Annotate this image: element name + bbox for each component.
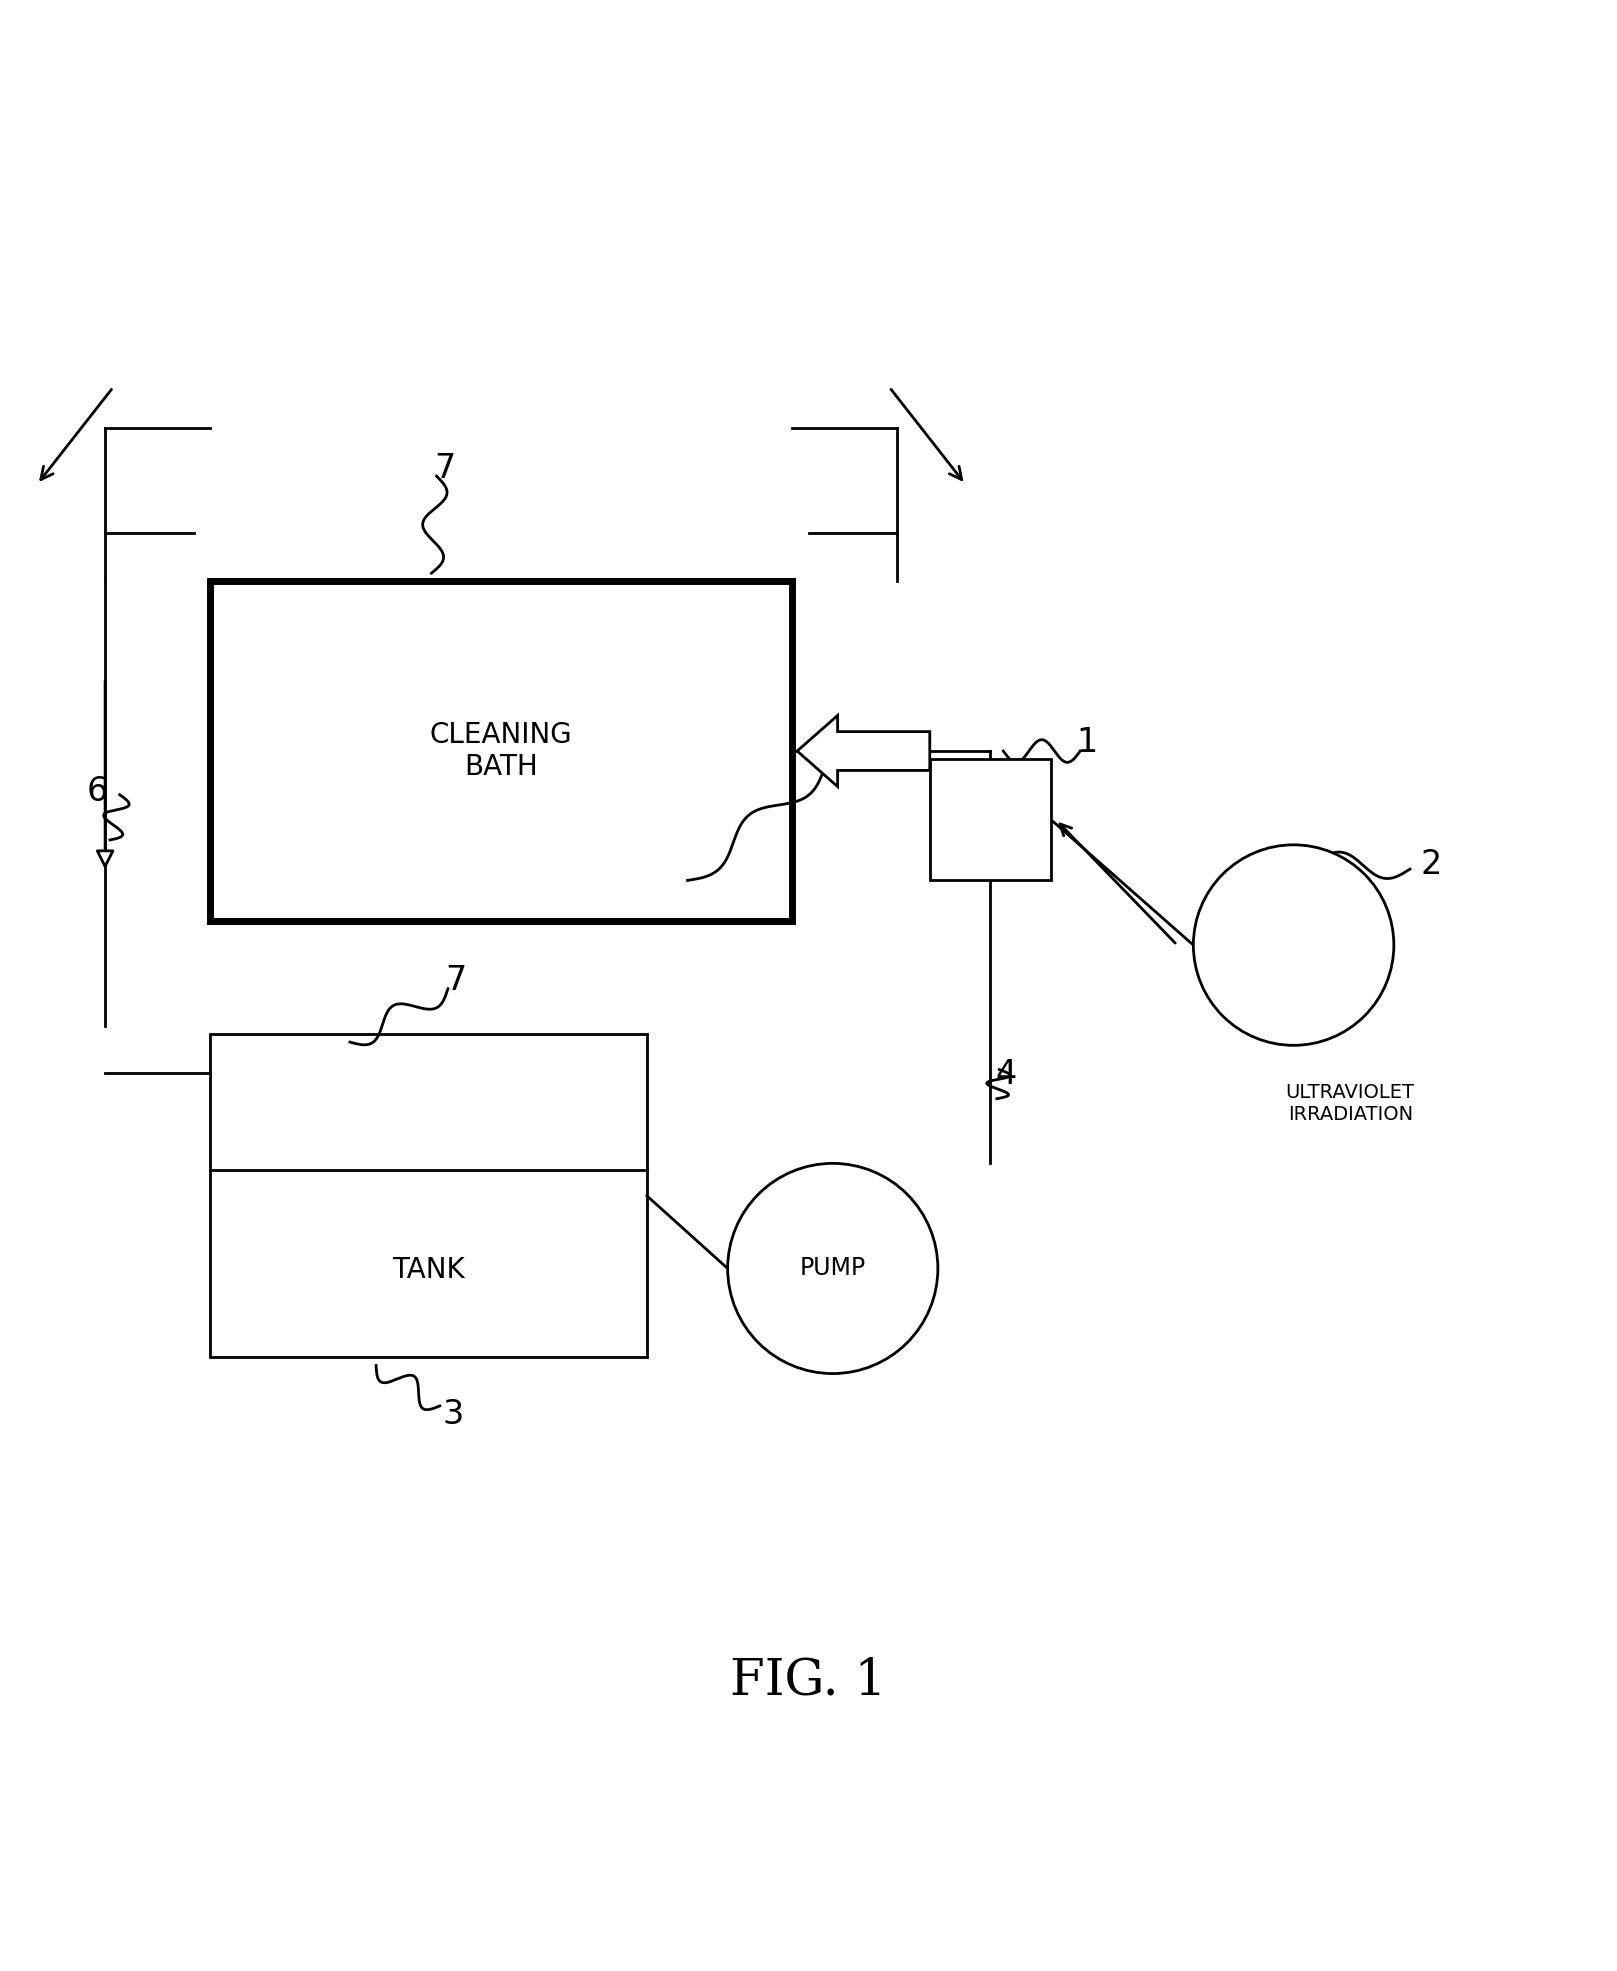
Text: CLEANING
BATH: CLEANING BATH: [430, 721, 572, 781]
Text: FIG. 1: FIG. 1: [731, 1656, 886, 1705]
Bar: [210, 1035, 647, 1358]
Bar: [210, 581, 792, 920]
Circle shape: [728, 1163, 938, 1374]
Text: 3: 3: [441, 1397, 464, 1431]
Text: ULTRAVIOLET
IRRADIATION: ULTRAVIOLET IRRADIATION: [1286, 1082, 1415, 1123]
Text: 1: 1: [1075, 727, 1098, 759]
Text: TANK: TANK: [393, 1256, 464, 1283]
Text: 7: 7: [445, 964, 467, 997]
Circle shape: [1193, 846, 1394, 1045]
Text: 7: 7: [433, 451, 456, 485]
Text: PUMP: PUMP: [800, 1256, 865, 1281]
Text: 5: 5: [821, 745, 844, 779]
Text: 6: 6: [86, 775, 108, 808]
Text: 4: 4: [994, 1058, 1017, 1090]
Text: 2: 2: [1420, 848, 1442, 881]
Bar: [930, 759, 1051, 881]
Polygon shape: [797, 715, 930, 786]
